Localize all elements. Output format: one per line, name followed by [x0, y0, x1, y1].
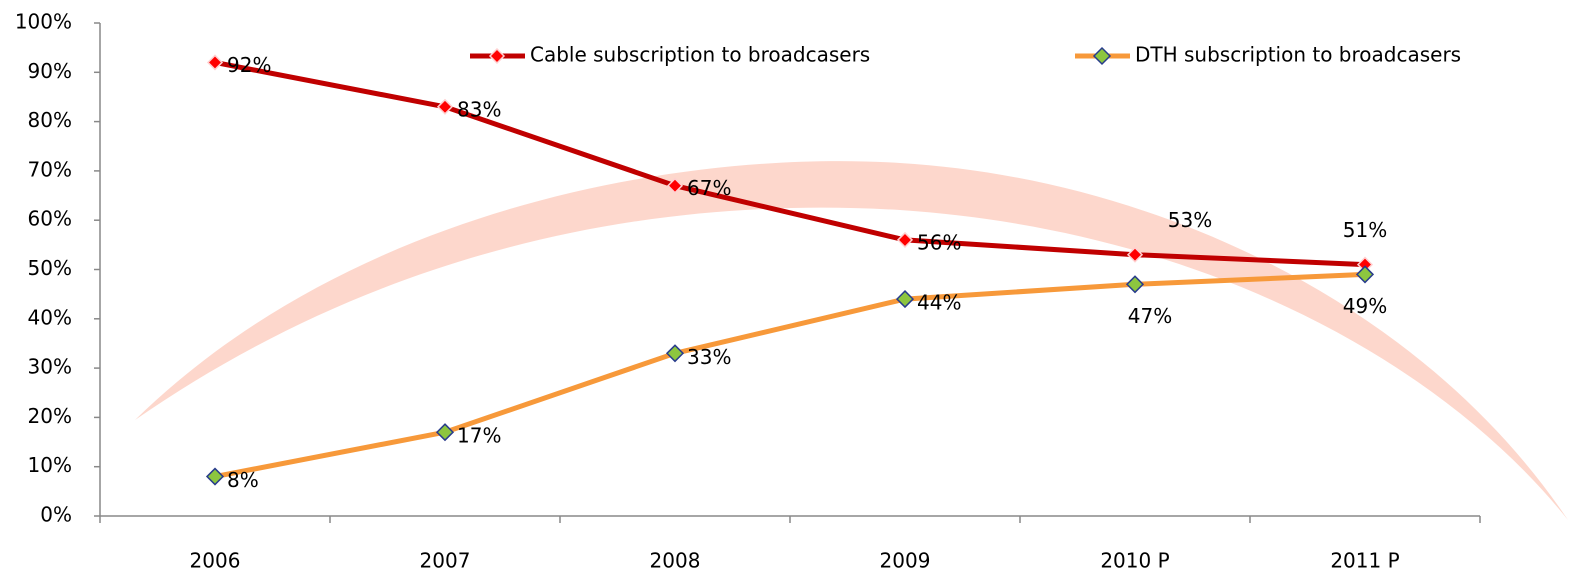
data-label: 92%	[227, 53, 271, 77]
x-tick-label: 2009	[880, 549, 931, 573]
series-line	[214, 59, 1366, 268]
data-label: 67%	[687, 176, 731, 200]
marker	[1125, 275, 1145, 294]
x-tick-label: 2010 P	[1100, 549, 1169, 573]
marker	[206, 54, 224, 71]
data-label: 51%	[1343, 218, 1387, 242]
y-tick-label: 30%	[28, 355, 72, 379]
legend-label: DTH subscription to broadcasers	[1135, 43, 1461, 67]
legend-marker	[1092, 46, 1112, 66]
series-line	[214, 271, 1366, 480]
data-label: 8%	[227, 468, 259, 492]
data-label: 83%	[457, 97, 501, 121]
y-tick-label: 90%	[28, 59, 72, 83]
data-label: 47%	[1128, 304, 1172, 328]
y-tick-label: 100%	[15, 10, 72, 34]
marker	[666, 177, 684, 194]
marker	[1126, 246, 1144, 263]
y-tick-label: 60%	[28, 207, 72, 231]
x-tick-label: 2007	[420, 549, 471, 573]
y-tick-label: 10%	[28, 453, 72, 477]
marker	[896, 231, 914, 248]
marker	[205, 467, 225, 486]
y-tick-label: 40%	[28, 305, 72, 329]
legend-label: Cable subscription to broadcasers	[530, 43, 870, 67]
data-label: 49%	[1343, 294, 1387, 318]
decorative-swoosh	[135, 161, 1568, 520]
legend-marker	[488, 47, 506, 65]
marker	[895, 290, 915, 309]
y-tick-label: 20%	[28, 404, 72, 428]
y-tick-label: 80%	[28, 108, 72, 132]
marker	[1355, 265, 1375, 284]
data-label: 44%	[917, 291, 961, 315]
y-tick-label: 70%	[28, 157, 72, 181]
marker	[435, 423, 455, 442]
y-tick-label: 50%	[28, 256, 72, 280]
data-label: 53%	[1168, 208, 1212, 232]
marker	[436, 98, 454, 115]
x-tick-label: 2006	[190, 549, 241, 573]
data-label: 17%	[457, 424, 501, 448]
data-label: 33%	[687, 345, 731, 369]
x-tick-label: 2011 P	[1330, 549, 1399, 573]
marker	[665, 344, 685, 363]
x-tick-label: 2008	[650, 549, 701, 573]
data-label: 56%	[917, 230, 961, 254]
y-tick-label: 0%	[40, 503, 72, 527]
